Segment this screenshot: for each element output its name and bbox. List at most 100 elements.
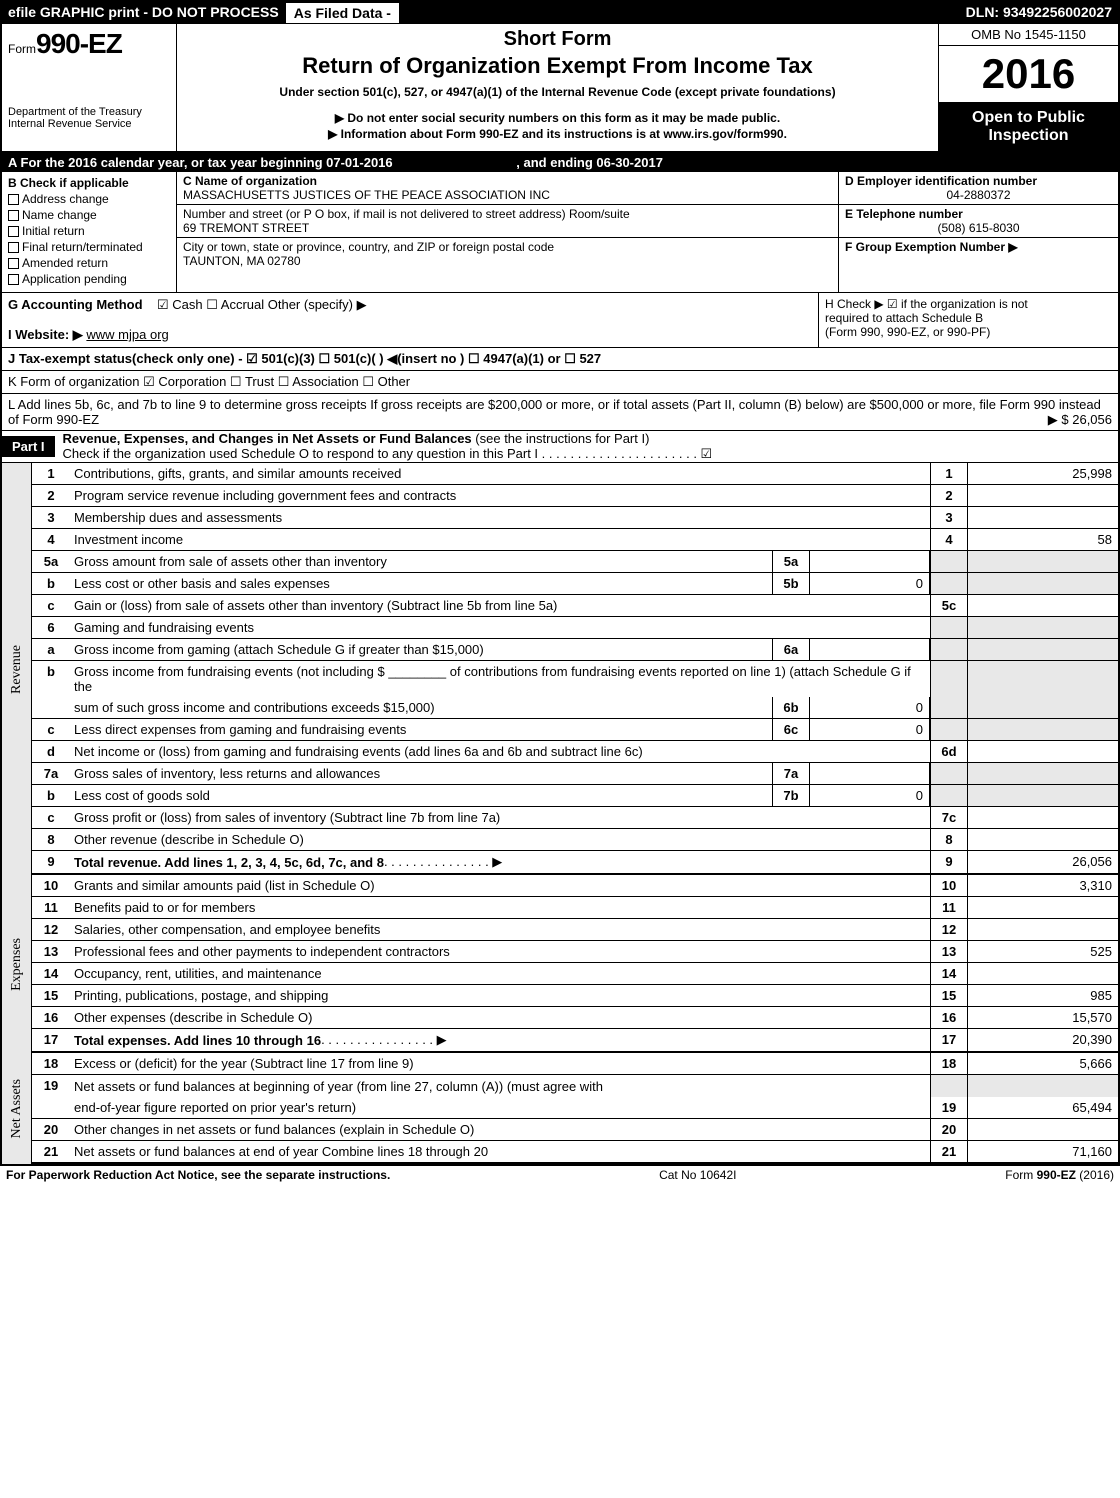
line-6b2: sum of such gross income and contributio… — [32, 697, 1118, 719]
notice-info: ▶ Information about Form 990-EZ and its … — [185, 127, 930, 141]
line-19a: 19Net assets or fund balances at beginni… — [32, 1075, 1118, 1097]
line-20: 20Other changes in net assets or fund ba… — [32, 1119, 1118, 1141]
expenses-block: Expenses 10Grants and similar amounts pa… — [2, 875, 1118, 1053]
row-l: L Add lines 5b, 6c, and 7b to line 9 to … — [2, 394, 1118, 431]
website-value[interactable]: www mjpa org — [86, 327, 168, 342]
line-7a: 7aGross sales of inventory, less returns… — [32, 763, 1118, 785]
i-website-label: I Website: ▶ — [8, 327, 83, 342]
section-bcdef: B Check if applicable Address change Nam… — [2, 172, 1118, 293]
line-13: 13Professional fees and other payments t… — [32, 941, 1118, 963]
l-value: ▶ $ 26,056 — [1048, 412, 1112, 428]
footer-left: For Paperwork Reduction Act Notice, see … — [6, 1168, 390, 1182]
line-12: 12Salaries, other compensation, and empl… — [32, 919, 1118, 941]
b-label: B Check if applicable — [8, 176, 170, 190]
dept-treasury: Department of the Treasury — [8, 106, 170, 118]
col-b: B Check if applicable Address change Nam… — [2, 172, 177, 292]
line-11: 11Benefits paid to or for members11 — [32, 897, 1118, 919]
line-4: 4Investment income458 — [32, 529, 1118, 551]
d-ein: D Employer identification number 04-2880… — [839, 172, 1118, 205]
line-5a: 5aGross amount from sale of assets other… — [32, 551, 1118, 573]
form-number: Form990-EZ — [8, 28, 170, 60]
f-group: F Group Exemption Number ▶ — [839, 238, 1118, 256]
org-name: MASSACHUSETTS JUSTICES OF THE PEACE ASSO… — [183, 188, 832, 202]
chk-amended[interactable]: Amended return — [8, 256, 170, 270]
line-14: 14Occupancy, rent, utilities, and mainte… — [32, 963, 1118, 985]
c-addr: Number and street (or P O box, if mail i… — [177, 205, 838, 238]
phone-value: (508) 615-8030 — [845, 221, 1112, 235]
form-prefix: Form — [8, 42, 36, 56]
line-17: 17Total expenses. Add lines 10 through 1… — [32, 1029, 1118, 1053]
open-line2: Inspection — [941, 127, 1116, 145]
row-gh: G Accounting Method ☑ Cash ☐ Accrual Oth… — [2, 293, 1118, 348]
footer-catno: Cat No 10642I — [390, 1168, 1005, 1182]
line-5b: bLess cost or other basis and sales expe… — [32, 573, 1118, 595]
g-accounting: G Accounting Method ☑ Cash ☐ Accrual Oth… — [2, 293, 818, 347]
part1-title: Revenue, Expenses, and Changes in Net As… — [63, 431, 472, 446]
line-1: 1Contributions, gifts, grants, and simil… — [32, 463, 1118, 485]
line-6b1: bGross income from fundraising events (n… — [32, 661, 1118, 697]
under-section: Under section 501(c), 527, or 4947(a)(1)… — [185, 85, 930, 99]
chk-pending[interactable]: Application pending — [8, 272, 170, 286]
line-9: 9Total revenue. Add lines 1, 2, 3, 4, 5c… — [32, 851, 1118, 875]
line-7c: cGross profit or (loss) from sales of in… — [32, 807, 1118, 829]
line-19b: end-of-year figure reported on prior yea… — [32, 1097, 1118, 1119]
part1-check: Check if the organization used Schedule … — [63, 446, 713, 462]
line-8: 8Other revenue (describe in Schedule O)8 — [32, 829, 1118, 851]
footer: For Paperwork Reduction Act Notice, see … — [0, 1166, 1120, 1184]
e-phone: E Telephone number (508) 615-8030 — [839, 205, 1118, 238]
line-15: 15Printing, publications, postage, and s… — [32, 985, 1118, 1007]
chk-address[interactable]: Address change — [8, 192, 170, 206]
part1-header: Part I Revenue, Expenses, and Changes in… — [2, 431, 1118, 463]
org-street: 69 TREMONT STREET — [183, 221, 832, 235]
side-netassets: Net Assets — [5, 1071, 29, 1147]
part1-badge: Part I — [2, 436, 55, 457]
row-a: A For the 2016 calendar year, or tax yea… — [2, 153, 1118, 172]
as-filed-label: As Filed Data - — [285, 2, 400, 24]
line-3: 3Membership dues and assessments3 — [32, 507, 1118, 529]
omb-no: OMB No 1545-1150 — [939, 24, 1118, 46]
row-a-end: , and ending 06-30-2017 — [516, 155, 663, 170]
row-a-text: A For the 2016 calendar year, or tax yea… — [8, 155, 393, 170]
side-revenue: Revenue — [5, 637, 29, 702]
irs: Internal Revenue Service — [8, 118, 170, 130]
footer-right: Form 990-EZ (2016) — [1005, 1168, 1114, 1182]
h-check: H Check ▶ ☑ if the organization is not r… — [818, 293, 1118, 347]
line-6: 6Gaming and fundraising events — [32, 617, 1118, 639]
line-10: 10Grants and similar amounts paid (list … — [32, 875, 1118, 897]
chk-initial[interactable]: Initial return — [8, 224, 170, 238]
org-city: TAUNTON, MA 02780 — [183, 254, 832, 268]
header-title-col: Short Form Return of Organization Exempt… — [177, 24, 938, 151]
netassets-block: Net Assets 18Excess or (deficit) for the… — [2, 1053, 1118, 1164]
revenue-block: Revenue 1Contributions, gifts, grants, a… — [2, 463, 1118, 875]
line-16: 16Other expenses (describe in Schedule O… — [32, 1007, 1118, 1029]
header: Form990-EZ Department of the Treasury In… — [2, 24, 1118, 153]
line-5c: cGain or (loss) from sale of assets othe… — [32, 595, 1118, 617]
line-2: 2Program service revenue including gover… — [32, 485, 1118, 507]
notice-ssn: ▶ Do not enter social security numbers o… — [185, 111, 930, 125]
row-k: K Form of organization ☑ Corporation ☐ T… — [2, 371, 1118, 394]
dln: DLN: 93492256002027 — [960, 2, 1118, 24]
open-to-public: Open to Public Inspection — [939, 103, 1118, 151]
form-container: efile GRAPHIC print - DO NOT PROCESS As … — [0, 0, 1120, 1166]
line-6a: aGross income from gaming (attach Schedu… — [32, 639, 1118, 661]
row-j: J Tax-exempt status(check only one) - ☑ … — [2, 348, 1118, 371]
col-def: D Employer identification number 04-2880… — [838, 172, 1118, 292]
chk-name[interactable]: Name change — [8, 208, 170, 222]
open-line1: Open to Public — [941, 109, 1116, 127]
form-title: Return of Organization Exempt From Incom… — [185, 53, 930, 79]
form-990ez: 990-EZ — [36, 28, 122, 59]
line-7b: bLess cost of goods sold7b0 — [32, 785, 1118, 807]
line-6c: cLess direct expenses from gaming and fu… — [32, 719, 1118, 741]
chk-final[interactable]: Final return/terminated — [8, 240, 170, 254]
short-form: Short Form — [185, 28, 930, 51]
line-6d: dNet income or (loss) from gaming and fu… — [32, 741, 1118, 763]
ein-value: 04-2880372 — [845, 188, 1112, 202]
line-18: 18Excess or (deficit) for the year (Subt… — [32, 1053, 1118, 1075]
c-name-label: C Name of organization MASSACHUSETTS JUS… — [177, 172, 838, 205]
efile-label: efile GRAPHIC print - DO NOT PROCESS — [2, 2, 285, 24]
col-c: C Name of organization MASSACHUSETTS JUS… — [177, 172, 838, 292]
header-form-col: Form990-EZ Department of the Treasury In… — [2, 24, 177, 151]
tax-year: 2016 — [939, 46, 1118, 103]
c-city: City or town, state or province, country… — [177, 238, 838, 270]
side-expenses: Expenses — [5, 930, 29, 999]
